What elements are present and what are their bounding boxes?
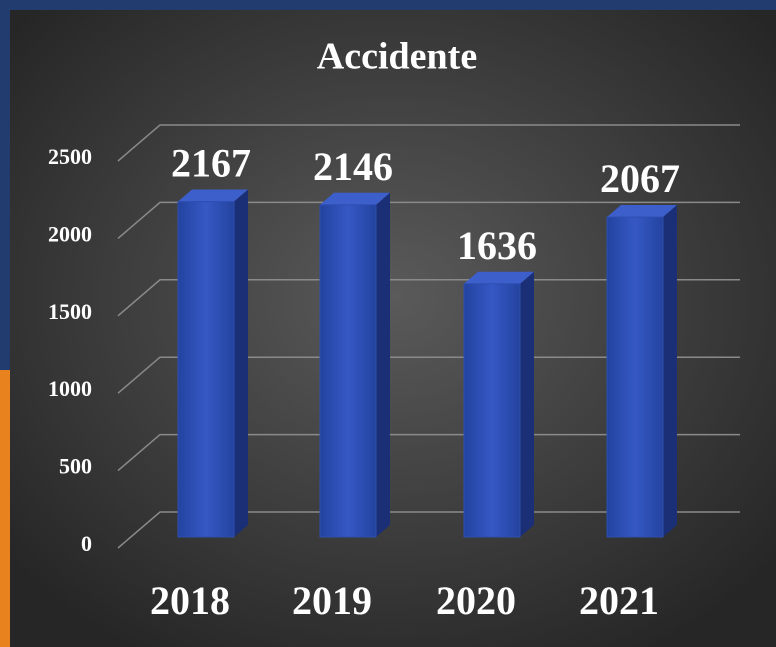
data-label: 2167 <box>171 141 251 186</box>
grid-line <box>117 124 740 162</box>
x-tick-label: 2018 <box>150 578 230 623</box>
x-tick-label: 2021 <box>579 578 659 623</box>
grid-line <box>117 433 740 472</box>
grid-line <box>117 279 740 317</box>
y-tick-label: 2000 <box>48 221 92 246</box>
bar-top <box>320 192 390 205</box>
bar-side <box>520 271 534 537</box>
y-tick-label: 1500 <box>48 299 92 324</box>
bar-side <box>663 205 677 538</box>
bar-top <box>464 271 534 284</box>
bar <box>606 216 664 538</box>
y-tick-label: 500 <box>59 454 92 479</box>
bar-top <box>607 205 677 218</box>
bar-side <box>376 192 390 537</box>
bar-top <box>178 189 248 202</box>
y-tick-label: 1000 <box>48 376 92 401</box>
grid-line <box>117 511 740 549</box>
chart-title: Accidente <box>317 36 477 78</box>
bar <box>463 283 521 538</box>
data-label: 2146 <box>313 144 393 189</box>
data-label: 1636 <box>457 223 537 268</box>
x-tick-label: 2019 <box>292 578 372 623</box>
accent-strip <box>0 370 10 647</box>
data-label: 2067 <box>600 156 680 201</box>
y-tick-label: 2500 <box>48 144 92 169</box>
grid-line <box>117 356 740 394</box>
grid-line <box>117 201 740 239</box>
bar-side <box>234 189 248 537</box>
y-tick-label: 0 <box>81 531 92 556</box>
bar <box>319 204 377 538</box>
bar <box>177 201 235 538</box>
x-tick-label: 2020 <box>436 578 516 623</box>
